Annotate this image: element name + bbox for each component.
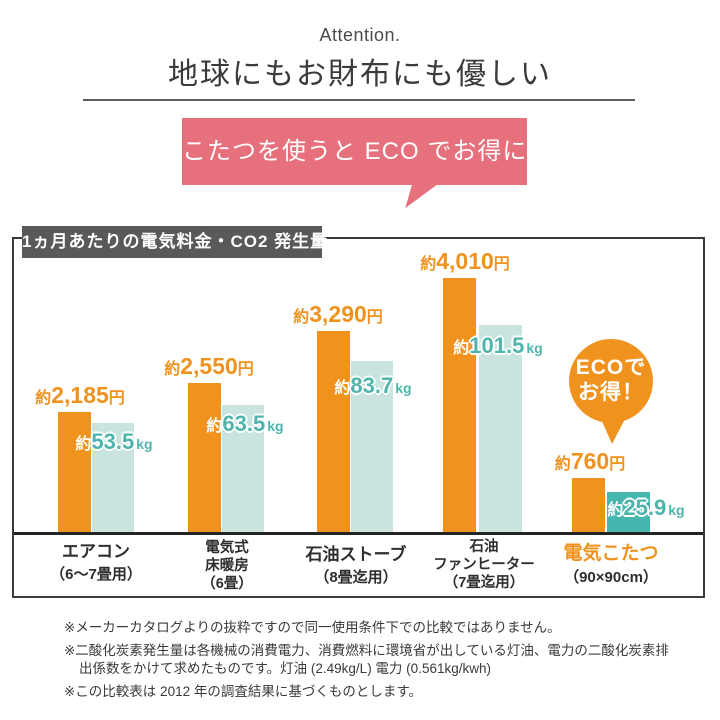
category-label: 石油ストーブ （8畳迄用） xyxy=(276,544,436,588)
cost-number: 4,010 xyxy=(436,248,494,274)
electricity-cost-bar xyxy=(572,478,605,532)
co2-value-label: 約53.5 kg xyxy=(75,429,152,455)
category-label: 電気式 床暖房 （6畳） xyxy=(147,539,307,594)
co2-bar xyxy=(92,423,134,532)
kg-unit: kg xyxy=(136,436,153,452)
category-name: エアコン xyxy=(62,542,130,561)
cost-number: 760 xyxy=(570,448,610,474)
page-title: 地球にもお財布にも優しい xyxy=(168,58,552,91)
co2-value-label: 約101.5 kg xyxy=(453,333,542,359)
category-name: 石油 xyxy=(469,539,499,555)
category-label: 石油 ファンヒーター （7畳迄用） xyxy=(404,538,564,593)
kg-unit: kg xyxy=(267,418,284,434)
electricity-cost-bar xyxy=(443,278,476,532)
co2-number: 101.5 xyxy=(469,333,525,358)
kg-unit: kg xyxy=(668,502,685,518)
category-spec: （90×90cm） xyxy=(564,568,658,586)
co2-bar xyxy=(607,492,650,532)
cost-number: 2,550 xyxy=(180,353,238,379)
category-label: 電気こたつ （90×90cm） xyxy=(531,541,691,588)
cost-number: 3,290 xyxy=(309,301,367,327)
cost-value-label: 約2,185円 xyxy=(35,382,125,409)
eco-badge-tail-icon xyxy=(601,419,625,444)
co2-value-label: 約63.5 kg xyxy=(206,411,283,437)
yen-unit: 円 xyxy=(493,256,510,273)
category-label: エアコン （6～7畳用） xyxy=(16,541,176,585)
speech-bubble-text: こたつを使うと ECO でお得に！ xyxy=(182,138,553,165)
co2-value-label: 約25.9 kg xyxy=(607,495,684,521)
eco-badge-text: お得！ xyxy=(578,381,644,404)
category-name: 電気式 xyxy=(205,540,249,556)
cost-value-label: 約2,550円 xyxy=(164,353,254,380)
electricity-cost-bar xyxy=(188,383,221,532)
eco-badge-text: ECOで xyxy=(575,356,647,380)
category-name: 床暖房 xyxy=(205,558,249,575)
speech-bubble: こたつを使うと ECO でお得に！ xyxy=(182,118,551,185)
bar-chart: 約2,185円 約53.5 kg エアコン （6～7畳用） 約2,550円 約63… xyxy=(12,237,705,598)
kg-unit: kg xyxy=(526,340,543,356)
co2-number: 25.9 xyxy=(623,495,667,520)
chart-title: 1ヵ月あたりの電気料金・CO2 発生量 xyxy=(22,226,327,258)
attention-eyebrow: Attention. xyxy=(319,25,401,45)
category-name-highlight: 電気こたつ xyxy=(563,543,659,564)
co2-number: 53.5 xyxy=(91,429,135,454)
cost-number: 2,185 xyxy=(51,382,109,408)
electricity-cost-bar xyxy=(58,412,91,532)
co2-number: 83.7 xyxy=(350,373,394,398)
eco-badge: ECOで お得！ xyxy=(569,339,653,423)
electricity-cost-bar xyxy=(317,331,350,532)
footnote: ※この比較表は 2012 年の調査結果に基づくものとします。 xyxy=(64,684,422,700)
category-spec: （6畳） xyxy=(201,576,253,593)
yen-unit: 円 xyxy=(237,361,254,378)
approx-prefix: 約 xyxy=(75,436,92,453)
header-divider xyxy=(83,99,635,101)
yen-unit: 円 xyxy=(609,456,626,473)
approx-prefix: 約 xyxy=(334,380,351,397)
category-name: ファンヒーター xyxy=(433,557,535,574)
yen-unit: 円 xyxy=(366,309,383,326)
co2-value-label: 約83.7 kg xyxy=(334,373,411,399)
kg-unit: kg xyxy=(395,380,412,396)
co2-bar xyxy=(351,361,393,532)
approx-prefix: 約 xyxy=(607,502,624,519)
category-name: 石油ストーブ xyxy=(305,545,407,564)
co2-bar xyxy=(222,405,264,532)
category-spec: （6～7畳用） xyxy=(50,565,142,583)
cost-value-label: 約4,010円 xyxy=(420,248,510,275)
category-spec: （8畳迄用） xyxy=(314,568,398,586)
chart-baseline xyxy=(14,532,703,535)
footnote: ※二酸化炭素発生量は各機械の消費電力、消費燃料に環境省が出している灯油、電力の二… xyxy=(64,643,669,677)
approx-prefix: 約 xyxy=(35,390,52,407)
footnotes: ※メーカーカタログよりの抜粋ですので同一使用条件下での比較ではありません。 ※二… xyxy=(64,619,672,706)
cost-value-label: 約760円 xyxy=(555,448,625,475)
approx-prefix: 約 xyxy=(206,418,223,435)
cost-value-label: 約3,290円 xyxy=(293,301,383,328)
speech-bubble-tail-icon xyxy=(405,184,438,208)
co2-bar xyxy=(479,325,522,532)
approx-prefix: 約 xyxy=(293,309,310,326)
approx-prefix: 約 xyxy=(453,340,470,357)
co2-number: 63.5 xyxy=(222,411,266,436)
footnote: ※メーカーカタログよりの抜粋ですので同一使用条件下での比較ではありません。 xyxy=(64,620,561,635)
category-spec: （7畳迄用） xyxy=(443,575,525,592)
yen-unit: 円 xyxy=(108,390,125,407)
approx-prefix: 約 xyxy=(554,456,571,473)
approx-prefix: 約 xyxy=(420,256,437,273)
approx-prefix: 約 xyxy=(164,361,181,378)
